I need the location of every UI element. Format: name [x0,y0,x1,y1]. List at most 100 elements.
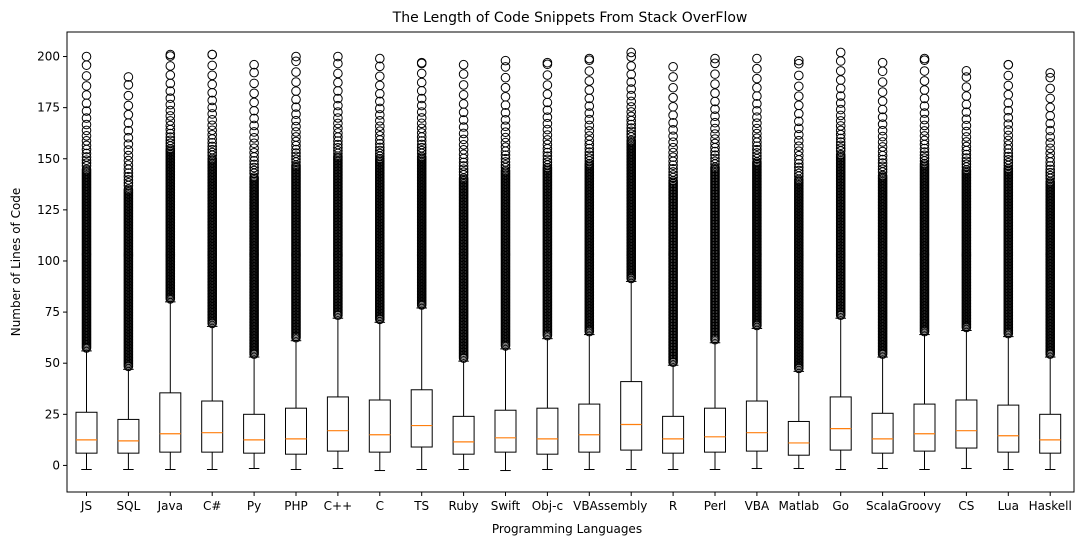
flier-point [1045,138,1055,148]
flier-point [249,59,259,70]
iqr-box [745,400,768,452]
flier-point [835,140,846,151]
flier-point [123,178,134,188]
x-tick-label: VBAssembly [573,499,647,513]
flier-point [249,78,259,89]
flier-point [123,160,134,170]
flier-point [584,120,595,131]
flier-point [375,110,385,120]
flier-point [416,68,427,79]
flier-point [249,127,259,137]
iqr-box [913,403,936,452]
flier-point [668,137,678,147]
flier-point [752,141,762,151]
x-tick-label: Matlab [778,499,819,513]
flier-point [458,144,469,155]
flier-point [123,184,134,195]
iqr-box [452,415,475,455]
axes-frame [66,31,1075,493]
y-tick-label: 100 [37,254,60,268]
flier-group [333,51,343,321]
flier-point [668,82,678,93]
flier-point [584,101,595,111]
flier-point [752,98,762,109]
flier-point [584,153,595,164]
flier-point [249,143,259,154]
flier-point [542,112,553,122]
flier-point [333,77,343,88]
flier-point [333,118,343,129]
flier-point [668,142,678,153]
x-tick-label: C [376,499,384,513]
iqr-box [117,418,140,454]
flier-point [500,55,511,66]
flier-point [458,99,469,109]
flier-point [1003,151,1014,162]
flier-point [877,87,888,97]
flier-point [710,117,720,128]
flier-point [1003,119,1014,129]
flier-point [626,61,637,71]
flier-point [542,154,553,165]
flier-point [375,126,385,137]
flier-point [584,108,595,118]
flier-point [794,81,804,92]
flier-point [207,60,217,71]
flier-point [291,132,301,142]
flier-group [458,59,469,363]
flier-point [123,145,134,155]
flier-point [123,80,134,90]
box-ruby [452,59,475,471]
flier-point [458,115,469,125]
flier-point [668,167,678,177]
flier-group [249,59,259,359]
flier-point [333,68,343,79]
flier-point [919,147,930,157]
box-java [159,49,182,471]
x-tick-label: PHP [284,499,308,513]
flier-point [458,90,469,100]
flier-point [1045,72,1055,83]
flier-point [668,117,678,128]
flier-point [333,142,343,153]
x-tick-label: Ruby [449,499,479,513]
flier-point [500,153,511,164]
flier-point [291,148,301,158]
flier-point [165,120,176,131]
flier-group [877,57,888,359]
flier-point [752,144,762,155]
box-scala [871,57,894,469]
flier-point [458,167,469,177]
flier-point [542,124,553,135]
x-tick-label: C# [203,499,221,513]
flier-point [794,58,804,69]
flier-point [500,142,511,152]
flier-point [710,146,720,157]
flier-point [1045,68,1055,78]
flier-point [207,130,217,140]
flier-point [877,170,888,181]
flier-point [961,132,972,142]
flier-point [542,89,553,99]
flier-point [835,75,846,85]
flier-point [710,123,720,134]
flier-point [81,71,92,81]
flier-point [961,82,972,92]
flier-point [919,131,930,141]
flier-point [291,127,301,137]
flier-point [542,157,553,168]
flier-point [835,125,846,136]
flier-point [165,111,176,121]
flier-point [584,53,595,64]
flier-point [416,139,427,150]
flier-point [500,82,511,93]
flier-point [375,61,385,72]
flier-point [1045,153,1055,163]
x-tick-label: TS [413,499,429,513]
flier-point [835,110,846,121]
flier-point [542,80,553,90]
flier-point [375,71,385,82]
box-matlab [787,55,810,469]
flier-point [961,153,972,163]
flier-point [458,164,469,174]
